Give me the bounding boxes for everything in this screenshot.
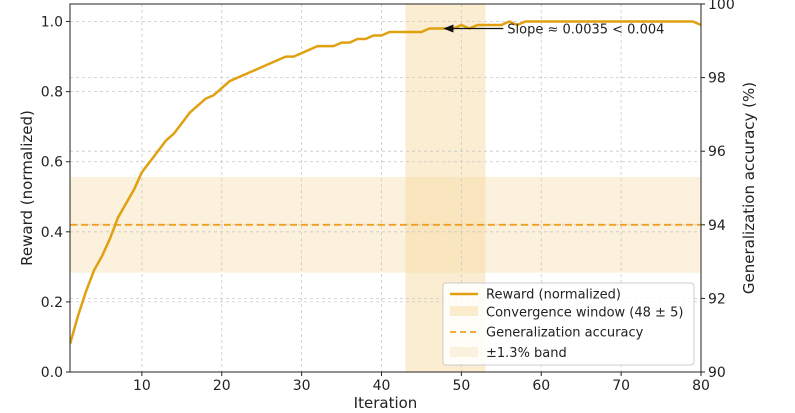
x-tick-label: 40 bbox=[373, 378, 391, 394]
x-axis-label: Iteration bbox=[354, 394, 418, 412]
y2-tick-label: 98 bbox=[708, 71, 726, 87]
x-tick-label: 70 bbox=[612, 378, 630, 394]
legend-box bbox=[442, 282, 695, 366]
x-tick-label: 30 bbox=[293, 378, 311, 394]
legend-label-window: Convergence window (48 ± 5) bbox=[486, 306, 683, 321]
slope-annotation: Slope ≈ 0.0035 < 0.004 bbox=[443, 23, 664, 38]
legend-label-band: ±1.3% band bbox=[486, 346, 567, 361]
legend-swatch-band bbox=[450, 347, 478, 357]
bands-layer bbox=[70, 4, 701, 372]
y-axis-label: Reward (normalized) bbox=[18, 110, 36, 266]
plot-frame bbox=[69, 3, 702, 373]
y2-axis-label: Generalization accuracy (%) bbox=[740, 82, 758, 294]
reward-line bbox=[70, 20, 701, 345]
y-tick-label: 0.0 bbox=[41, 365, 63, 381]
y-tick-label: 0.6 bbox=[41, 155, 63, 171]
legend: Reward (normalized) Convergence window (… bbox=[442, 282, 695, 366]
reward-line-layer bbox=[70, 20, 701, 345]
x-tick-label: 10 bbox=[133, 378, 151, 394]
y-tick-label: 1.0 bbox=[41, 15, 63, 31]
y2-tick-label: 92 bbox=[708, 291, 726, 307]
y-ticks: 0.0 0.2 0.4 0.6 0.8 1.0 bbox=[41, 15, 70, 381]
y-tick-label: 0.4 bbox=[41, 225, 63, 241]
x-tick-label: 60 bbox=[532, 378, 550, 394]
y-tick-label: 0.8 bbox=[41, 85, 63, 101]
legend-label-reward: Reward (normalized) bbox=[486, 288, 621, 303]
legend-label-generalization: Generalization accuracy bbox=[486, 326, 644, 341]
x-ticks: 10 20 30 40 50 60 70 80 bbox=[133, 372, 710, 394]
x-tick-label: 80 bbox=[692, 378, 710, 394]
y2-tick-label: 90 bbox=[708, 365, 726, 381]
legend-swatch-window bbox=[450, 306, 478, 316]
y2-tick-label: 100 bbox=[708, 0, 735, 13]
x-tick-label: 20 bbox=[213, 378, 231, 394]
x-tick-label: 50 bbox=[452, 378, 470, 394]
y2-tick-label: 94 bbox=[708, 218, 726, 234]
y-tick-label: 0.2 bbox=[41, 295, 63, 311]
y2-tick-label: 96 bbox=[708, 144, 726, 160]
annotation-text: Slope ≈ 0.0035 < 0.004 bbox=[507, 23, 664, 38]
y2-ticks: 90 92 94 96 98 100 bbox=[701, 0, 735, 381]
